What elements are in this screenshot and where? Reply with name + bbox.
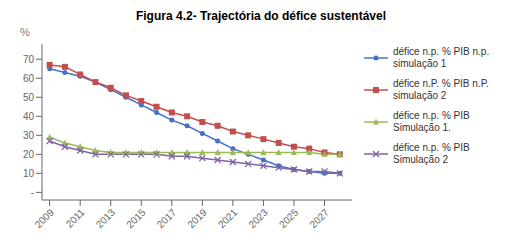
- svg-text:30: 30: [23, 130, 35, 141]
- svg-text:2015: 2015: [124, 206, 148, 230]
- svg-text:2023: 2023: [246, 206, 270, 230]
- html-text:Figura 4.2- Trajectória do déf: Figura 4.2- Trajectória do défice susten…: [136, 9, 386, 23]
- svg-text:2017: 2017: [155, 206, 179, 230]
- svg-text:2019: 2019: [185, 206, 209, 230]
- svg-text:40: 40: [23, 111, 35, 122]
- svg-text:50: 50: [23, 92, 35, 103]
- svg-text:2027: 2027: [307, 206, 331, 230]
- html-text:défice n.p. % PIB Simulação 2: défice n.p. % PIB Simulação 2: [393, 142, 470, 165]
- html-text:défice n.p. % PIB Simulação 1.: défice n.p. % PIB Simulação 1.: [393, 110, 470, 133]
- svg-text:60: 60: [23, 73, 35, 84]
- html-text:défice n.P. % PIB n.P. simulaç: défice n.P. % PIB n.P. simulação 2: [393, 78, 489, 101]
- svg-text:2013: 2013: [94, 206, 118, 230]
- html-text:défice n.p. % PIB n.p. simulaç: défice n.p. % PIB n.p. simulação 1: [393, 46, 490, 69]
- svg-text:70: 70: [23, 54, 35, 65]
- svg-text:2009: 2009: [33, 206, 57, 230]
- svg-text:-: -: [31, 187, 34, 198]
- svg-text:10: 10: [23, 168, 35, 179]
- svg-text:20: 20: [23, 149, 35, 160]
- svg-text:2021: 2021: [216, 206, 240, 230]
- svg-text:2011: 2011: [64, 206, 87, 229]
- svg-text:%: %: [20, 26, 30, 38]
- svg-text:2025: 2025: [277, 206, 301, 230]
